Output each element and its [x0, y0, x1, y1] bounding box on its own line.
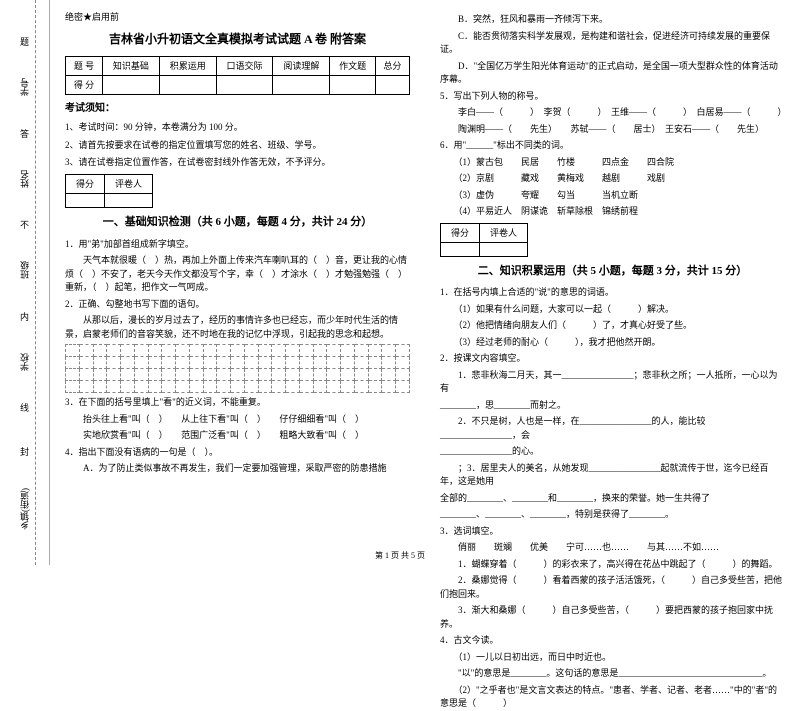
- scorer-cell[interactable]: [66, 193, 105, 207]
- score-h4: 阅读理解: [273, 56, 330, 75]
- score-h2: 积累运用: [159, 56, 216, 75]
- sidebar-label-town: 乡镇(街道): [18, 488, 31, 530]
- q2-2c: 2．不只是树，人也是一样，在________________的人，能比较____…: [440, 415, 785, 442]
- content-area: 绝密★启用前 吉林省小升初语文全真模拟考试试题 A 卷 附答案 题 号 知识基础…: [50, 0, 800, 565]
- q2-4c: （2）"之乎者也"是文言文表达的特点。"患者、学者、记者、老者……"中的"者"的…: [440, 684, 785, 711]
- binding-sidebar: 题 学号 答 姓名 不 班级 内 学校 线 封 乡镇(街道): [0, 0, 50, 565]
- right-column: B．突然，狂风和暴雨一齐倾泻下来。 C．能否贯彻落实科学发展观，是构建和谐社会，…: [425, 0, 800, 565]
- q2-2b: ________，思________而射之。: [440, 399, 785, 413]
- q1-5: 5．写出下列人物的称号。: [440, 90, 785, 104]
- notice-2: 2、请首先按要求在试卷的指定位置填写您的姓名、班级、学号。: [65, 138, 410, 152]
- q1-4d: D．"全国亿万学生阳光体育运动"的正式启动，是全国一项大型群众性的体育活动序幕。: [440, 60, 785, 87]
- score-cell[interactable]: [330, 75, 375, 94]
- q1-5b: 陶渊明——（ 先生） 苏轼——（ 居士） 王安石——（ 先生）: [440, 123, 785, 137]
- q2-3c: 3．渐大和桑娜（ ）自己多受些苦，（ ）要把西蒙的孩子抱回家中抚养。: [440, 604, 785, 631]
- sidebar-mark-3: 不: [20, 218, 29, 231]
- sidebar-label-name: 姓名: [18, 170, 31, 188]
- q2-3b: 2．桑娜觉得（ ）看着西蒙的孩子活活饿死，（ ）自己多受些苦，把他们抱回来。: [440, 574, 785, 601]
- score-h5: 作文题: [330, 56, 375, 75]
- scorer-cell[interactable]: [441, 242, 480, 256]
- score-table: 题 号 知识基础 积累运用 口语交际 阅读理解 作文题 总分 得 分: [65, 56, 410, 96]
- q1-6d: （4）平易近人 阴谋诡 斩草除根 锦绣前程: [440, 205, 785, 219]
- q1-3b: 实地欣赏看"叫（ ） 范围广泛看"叫（ ） 粗略大致看"叫（ ）: [65, 429, 410, 443]
- sidebar-label-class: 班级: [18, 261, 31, 279]
- q2-2e: ；3．居里夫人的美名，从她发现________________起就流传于世，迄今…: [440, 462, 785, 489]
- scorer-h1: 得分: [441, 223, 480, 242]
- q2-4b: "以"的意思是________。这句话的意思是_________________…: [440, 667, 785, 681]
- q2-2g: ________、________、________，特别是获得了_______…: [440, 508, 785, 522]
- q2-2f: 全部的________、________和________，换来的荣誉。她一生共…: [440, 492, 785, 506]
- q2-1a: （1）如果有什么问题，大家可以一起（ ）解决。: [440, 303, 785, 317]
- scorer-table-1: 得分 评卷人: [65, 174, 153, 208]
- writing-grid[interactable]: [65, 344, 410, 393]
- q1-2-body: 从那以后，漫长的岁月过去了，经历的事情许多也已经忘，而少年时代生活的情景，启蒙老…: [65, 314, 410, 341]
- q1-3: 3．在下面的括号里填上"看"的近义词，不能重复。: [65, 396, 410, 410]
- q1-6a: （1）蒙古包 民居 竹楼 四点金 四合院: [440, 156, 785, 170]
- sidebar-mark-6: 封: [20, 445, 29, 458]
- q2-3w: 俏丽 斑斓 优美 宁可……也…… 与其……不如……: [440, 541, 785, 555]
- q2-4: 4．古文今读。: [440, 634, 785, 648]
- notice-1: 1、考试时间：90 分钟，本卷满分为 100 分。: [65, 120, 410, 134]
- score-cell[interactable]: [375, 75, 409, 94]
- notice-heading: 考试须知：: [65, 101, 410, 117]
- sidebar-label-id: 学号: [18, 78, 31, 96]
- q1-2: 2．正确、勾整地书写下面的语句。: [65, 298, 410, 312]
- scorer-h1: 得分: [66, 174, 105, 193]
- sidebar-mark-1: 题: [20, 35, 29, 48]
- q1-6c: （3）虚伪 夸耀 勾当 当机立断: [440, 189, 785, 203]
- score-header-row: 题 号 知识基础 积累运用 口语交际 阅读理解 作文题 总分: [66, 56, 410, 75]
- q1-4b: B．突然，狂风和暴雨一齐倾泻下来。: [440, 13, 785, 27]
- scorer-h2: 评卷人: [105, 174, 153, 193]
- q2-1b: （2）他把情绪向朋友人们（ ）了，才真心好受了些。: [440, 319, 785, 333]
- score-h6: 总分: [375, 56, 409, 75]
- score-cell[interactable]: [159, 75, 216, 94]
- page-footer: 第 1 页 共 5 页: [375, 550, 425, 561]
- q1-6b: （2）京剧 藏戏 黄梅戏 越剧 戏剧: [440, 172, 785, 186]
- score-cell[interactable]: [102, 75, 159, 94]
- section-2-title: 二、知识积累运用（共 5 小题，每题 3 分，共计 15 分）: [440, 263, 785, 281]
- sidebar-mark-2: 答: [20, 127, 29, 140]
- scorer-table-2: 得分 评卷人: [440, 223, 528, 257]
- scorer-cell[interactable]: [480, 242, 528, 256]
- score-cell[interactable]: [216, 75, 273, 94]
- q1-1-body: 天气本就很暖（ ）热，再加上外面上传来汽车喇叭耳的（ ）音，更让我的心情烦（ ）…: [65, 254, 410, 295]
- score-h1: 知识基础: [102, 56, 159, 75]
- score-row-label: 得 分: [66, 75, 103, 94]
- score-cell[interactable]: [273, 75, 330, 94]
- q1-4a: A．为了防止类似事故不再发生，我们一定要加强管理，采取严密的防患措施: [65, 462, 410, 476]
- q2-3: 3．选词填空。: [440, 525, 785, 539]
- q1-1: 1．用"弟"加部首组成新字填空。: [65, 238, 410, 252]
- q1-3a: 抬头往上看"叫（ ） 从上往下看"叫（ ） 仔仔细细看"叫（ ）: [65, 413, 410, 427]
- score-h3: 口语交际: [216, 56, 273, 75]
- q2-4a: （1）一儿以日初出远，而日中时近也。: [440, 651, 785, 665]
- q1-5a: 李白——（ ） 李贺（ ） 王维——（ ） 白居易——（ ）: [440, 106, 785, 120]
- secret-label: 绝密★启用前: [65, 10, 410, 24]
- q2-1: 1．在括号内填上合适的"说"的意思的词语。: [440, 286, 785, 300]
- left-column: 绝密★启用前 吉林省小升初语文全真模拟考试试题 A 卷 附答案 题 号 知识基础…: [50, 0, 425, 565]
- q1-4: 4．指出下面没有语病的一句是（ ）。: [65, 446, 410, 460]
- score-h0: 题 号: [66, 56, 103, 75]
- sidebar-mark-5: 线: [20, 401, 29, 414]
- q2-1c: （3）经过老师的耐心（ ），我才把他然开朗。: [440, 336, 785, 350]
- sidebar-label-school: 学校: [18, 353, 31, 371]
- sidebar-mark-4: 内: [20, 310, 29, 323]
- scorer-h2: 评卷人: [480, 223, 528, 242]
- q1-4c: C．能否贯彻落实科学发展观，是构建和谐社会，促进经济可持续发展的重要保证。: [440, 30, 785, 57]
- section-1-title: 一、基础知识检测（共 6 小题，每题 4 分，共计 24 分）: [65, 214, 410, 232]
- sidebar-dashed-line: [35, 0, 36, 565]
- q2-2a: 1．悲非秋海二月天，其一________________；悲非秋之所；一人抵所，…: [440, 369, 785, 396]
- q1-6: 6．用"______"标出不同类的词。: [440, 139, 785, 153]
- q2-2: 2．按课文内容填空。: [440, 352, 785, 366]
- exam-title: 吉林省小升初语文全真模拟考试试题 A 卷 附答案: [65, 30, 410, 49]
- scorer-cell[interactable]: [105, 193, 153, 207]
- notice-3: 3、请在试卷指定位置作答，在试卷密封线外作答无效，不予评分。: [65, 155, 410, 169]
- score-value-row: 得 分: [66, 75, 410, 94]
- q2-2d: ________________的心。: [440, 445, 785, 459]
